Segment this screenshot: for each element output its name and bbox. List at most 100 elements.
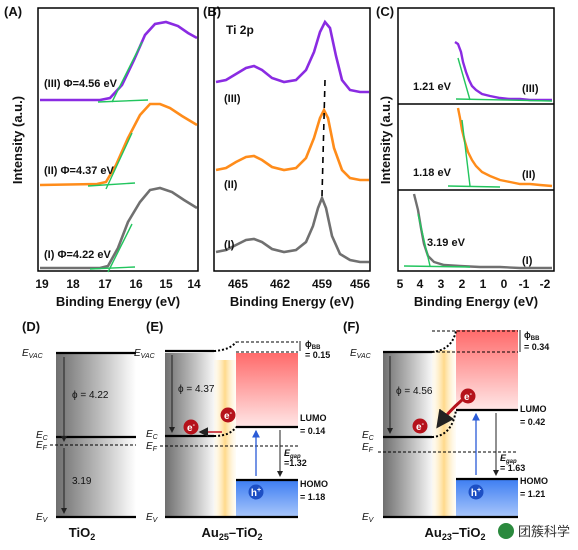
energy-labels: EVAC EC EF EV	[134, 348, 159, 524]
cluster-homo-region	[456, 479, 518, 517]
hole-symbol: h	[471, 488, 477, 499]
caption-sub: 2	[90, 532, 95, 542]
electron-symbol: e	[416, 422, 422, 433]
edge-i: 3.19 eV	[427, 237, 466, 249]
electron-symbol: e	[187, 423, 193, 434]
caption-tail-sub: 2	[258, 532, 263, 542]
panel-b-title: Ti 2p	[226, 23, 254, 37]
label-ii: (II)	[224, 179, 238, 191]
xtick: 2	[459, 277, 466, 291]
interface-band	[214, 360, 236, 517]
hole-icon	[468, 484, 484, 500]
svg-text:ϕBB: ϕBB	[305, 339, 321, 351]
panel-e-letter: (E)	[146, 319, 163, 334]
electron-icon	[220, 407, 236, 423]
svg-text:e-: e-	[416, 421, 425, 433]
svg-text:EF: EF	[146, 441, 158, 453]
label-iii: (III)	[224, 93, 241, 105]
caption-tail-sub: 2	[481, 532, 486, 542]
label-i: (I)	[522, 255, 533, 267]
egap-value: =1.32	[284, 458, 307, 468]
watermark-text: 团簇科学	[517, 525, 570, 540]
egap-sub: gap	[289, 454, 301, 460]
svg-text:EVAC: EVAC	[350, 348, 372, 360]
xtick: 5	[397, 277, 404, 291]
baseline-fit-ii	[447, 185, 501, 188]
caption: TiO	[69, 525, 90, 540]
xtick: 462	[270, 277, 290, 291]
phibb-value: = 0.15	[305, 350, 330, 360]
curve-ii	[39, 102, 198, 187]
xtick: 4	[417, 277, 424, 291]
baseline-fit-i	[89, 266, 136, 270]
baseline-fit-i	[403, 265, 471, 268]
xtick: 459	[312, 277, 332, 291]
phibb-sub: BB	[312, 345, 321, 351]
panel-a-letter: (A)	[4, 4, 22, 19]
ef-sub: F	[369, 447, 374, 454]
curve-i	[40, 186, 198, 270]
slope-fit-iii	[111, 41, 143, 103]
xtick: 3	[438, 277, 445, 291]
ef-sub: F	[43, 445, 48, 452]
phi-value: ϕ = 4.56	[396, 386, 433, 397]
curve-ii	[456, 107, 553, 188]
xtick: 1	[480, 277, 487, 291]
phibb-sub: BB	[531, 336, 540, 342]
panel-a-labels: (III) Φ=4.56 eV (II) Φ=4.37 eV (I) Φ=4.2…	[44, 78, 118, 261]
panel-d-letter: (D)	[22, 319, 40, 334]
label-i: (I)	[224, 239, 235, 251]
caption-sub: 25	[219, 532, 229, 542]
curve-iii	[454, 41, 552, 102]
ev-sub: V	[43, 517, 49, 524]
svg-text:EV: EV	[362, 512, 375, 524]
ef-sub: F	[153, 446, 158, 453]
xtick: -1	[519, 277, 530, 291]
slope-fit-iii	[457, 57, 471, 101]
electron-icon	[183, 419, 199, 435]
svg-text:Au25–TiO2: Au25–TiO2	[201, 525, 262, 542]
panel-e: (E) ϕ = 4.37 EVAC EC EF EV ϕBB = 0.15 LU…	[134, 319, 330, 542]
svg-text:EC: EC	[362, 430, 375, 442]
phibb-value: = 0.34	[524, 342, 549, 352]
homo-value: = 1.18	[300, 492, 325, 502]
ec-label: E	[36, 430, 43, 441]
svg-text:EV: EV	[36, 512, 49, 524]
panel-c-labels: 1.21 eV (III) 1.18 eV (II) 3.19 eV (I)	[413, 81, 539, 267]
panel-b-frame	[213, 7, 371, 272]
panel-c-ylabel: Intensity (a.u.)	[378, 96, 393, 184]
egap-symbol: E	[500, 453, 507, 463]
xtick: 19	[35, 277, 49, 291]
xtick: 456	[350, 277, 370, 291]
transfer-arrow	[436, 398, 463, 429]
baseline-fit-iii	[455, 98, 553, 102]
edge-iii: 1.21 eV	[413, 81, 452, 93]
band-bending	[431, 409, 457, 438]
svg-text:ϕBB: ϕBB	[524, 330, 540, 342]
svg-text:h+: h+	[471, 487, 481, 499]
caption-tail: –TiO	[452, 525, 481, 540]
xtick: 0	[501, 277, 508, 291]
egap-sub: gap	[505, 459, 517, 465]
svg-text:e-: e-	[187, 422, 196, 434]
caption-sub: 23	[442, 532, 452, 542]
panel-c: (C) Intensity (a.u.) 5 4 3 2 1 0 -1 -2 B…	[376, 4, 555, 309]
egap-symbol: E	[284, 448, 291, 458]
baseline-fit-ii	[87, 182, 136, 187]
phi-value: ϕ = 4.22	[72, 390, 109, 401]
label-i: (I) Φ=4.22 eV	[44, 249, 111, 261]
phibb-symbol: ϕ	[305, 339, 312, 349]
panel-b: (B) Ti 2p 465 462 459 456 Binding Energy…	[203, 4, 371, 309]
panel-b-xticks: 465 462 459 456	[228, 277, 370, 291]
slope-fit-i	[417, 213, 431, 267]
slope-fit-i	[107, 223, 133, 273]
lumo-label: LUMO	[520, 404, 547, 414]
xtick: 16	[129, 277, 143, 291]
svg-text:EC: EC	[146, 429, 159, 441]
gap-value: 3.19	[72, 476, 92, 487]
panel-f-letter: (F)	[343, 319, 360, 334]
caption: Au	[424, 525, 441, 540]
xtick: 18	[66, 277, 80, 291]
panel-c-xlabel: Binding Energy (eV)	[414, 294, 538, 309]
